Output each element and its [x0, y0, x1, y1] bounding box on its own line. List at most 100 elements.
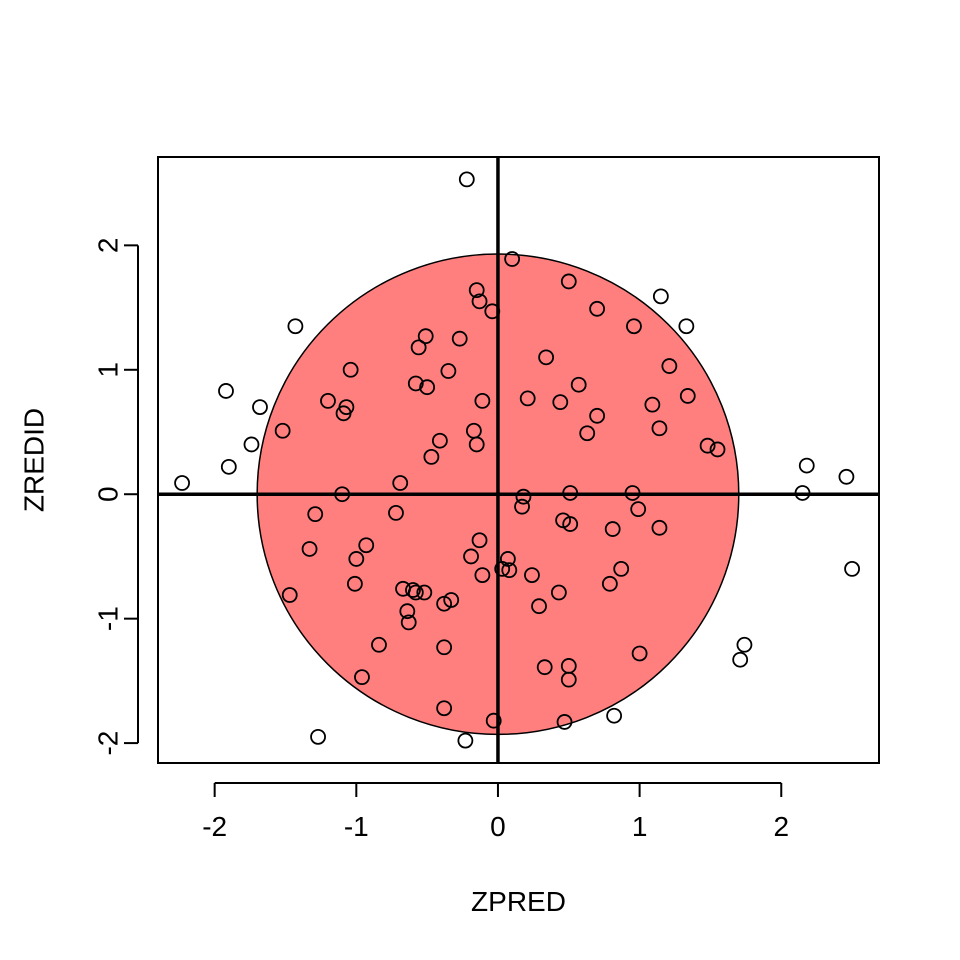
x-tick-label: 2: [773, 811, 789, 842]
data-point: [457, 732, 474, 749]
reference-lines-layer: [158, 157, 879, 763]
data-point: [436, 700, 453, 717]
data-point: [485, 712, 502, 729]
data-point: [468, 282, 485, 299]
data-point: [301, 541, 318, 557]
data-point: [440, 363, 457, 379]
data-point: [644, 396, 661, 413]
data-point: [463, 548, 479, 565]
data-point: [416, 584, 433, 601]
data-point: [243, 436, 260, 453]
data-point: [678, 318, 695, 335]
data-point: [651, 519, 668, 536]
data-point: [405, 582, 421, 598]
data-point: [471, 293, 488, 310]
data-point: [287, 318, 304, 335]
data-point: [515, 488, 532, 505]
data-point: [436, 595, 453, 612]
data-point: [252, 399, 268, 416]
data-point: [474, 392, 491, 409]
data-point: [342, 361, 359, 378]
data-point: [436, 639, 453, 656]
data-point: [560, 671, 577, 688]
data-point: [451, 330, 468, 347]
data-point: [407, 375, 424, 392]
data-point: [536, 659, 553, 676]
data-point: [579, 425, 596, 442]
x-axis-title: ZPRED: [471, 886, 566, 917]
data-point: [631, 645, 648, 662]
data-point: [630, 501, 647, 518]
data-point: [400, 614, 417, 631]
data-point: [732, 651, 749, 668]
data-point: [218, 383, 234, 399]
data-point: [652, 288, 669, 305]
y-tick-label: -1: [92, 606, 123, 631]
y-tick-label: 2: [92, 238, 123, 254]
data-point: [709, 441, 726, 458]
points-layer: [174, 171, 860, 749]
data-point: [519, 390, 536, 407]
y-tick-label: -2: [92, 731, 123, 756]
data-point: [358, 537, 375, 554]
data-point: [550, 584, 567, 601]
data-point: [601, 575, 618, 592]
data-point: [419, 379, 436, 396]
x-tick-label: 1: [632, 811, 648, 842]
data-point: [220, 458, 237, 475]
data-point: [392, 475, 409, 491]
y-axis-title: ZREDID: [18, 408, 49, 512]
x-axis: -2 -1 0 1 2: [202, 782, 789, 842]
data-point: [651, 420, 668, 437]
x-tick-label: 0: [490, 811, 506, 842]
data-point: [589, 300, 606, 317]
data-point: [410, 339, 427, 356]
data-point: [604, 521, 621, 537]
data-point: [417, 328, 434, 345]
data-point: [613, 560, 630, 577]
data-point: [458, 171, 475, 188]
data-point: [474, 567, 491, 584]
data-point: [838, 468, 855, 485]
x-tick-label: -1: [344, 811, 369, 842]
data-point: [310, 728, 326, 745]
data-point: [504, 251, 521, 267]
data-point: [346, 575, 363, 592]
data-point: [556, 714, 573, 730]
data-point: [798, 457, 815, 474]
data-point: [274, 422, 291, 439]
data-point: [335, 405, 352, 422]
data-point: [281, 587, 298, 603]
data-point: [736, 636, 753, 653]
data-point: [531, 598, 547, 615]
data-point: [407, 584, 424, 601]
data-point: [514, 498, 530, 515]
data-point: [501, 562, 518, 579]
data-point: [320, 392, 336, 409]
data-point: [562, 516, 579, 532]
data-point: [174, 475, 190, 491]
y-axis: -2 -1 0 1 2: [92, 238, 139, 756]
data-point: [606, 707, 623, 724]
data-point: [307, 506, 324, 523]
y-tick-label: 1: [92, 362, 123, 378]
x-tick-label: -2: [202, 811, 227, 842]
data-point: [388, 504, 404, 521]
data-point: [661, 358, 678, 374]
data-point: [371, 636, 387, 653]
data-point: [471, 532, 488, 549]
data-point: [552, 394, 569, 411]
data-point: [354, 669, 370, 686]
data-point: [348, 551, 365, 567]
data-point: [844, 560, 860, 577]
data-point: [560, 273, 577, 290]
data-point: [468, 436, 485, 453]
plot-frame: [157, 156, 880, 764]
data-point: [589, 407, 606, 424]
data-point: [524, 567, 540, 584]
data-point: [423, 448, 440, 465]
data-point: [399, 603, 416, 620]
data-point: [431, 432, 448, 449]
data-point: [494, 560, 511, 577]
